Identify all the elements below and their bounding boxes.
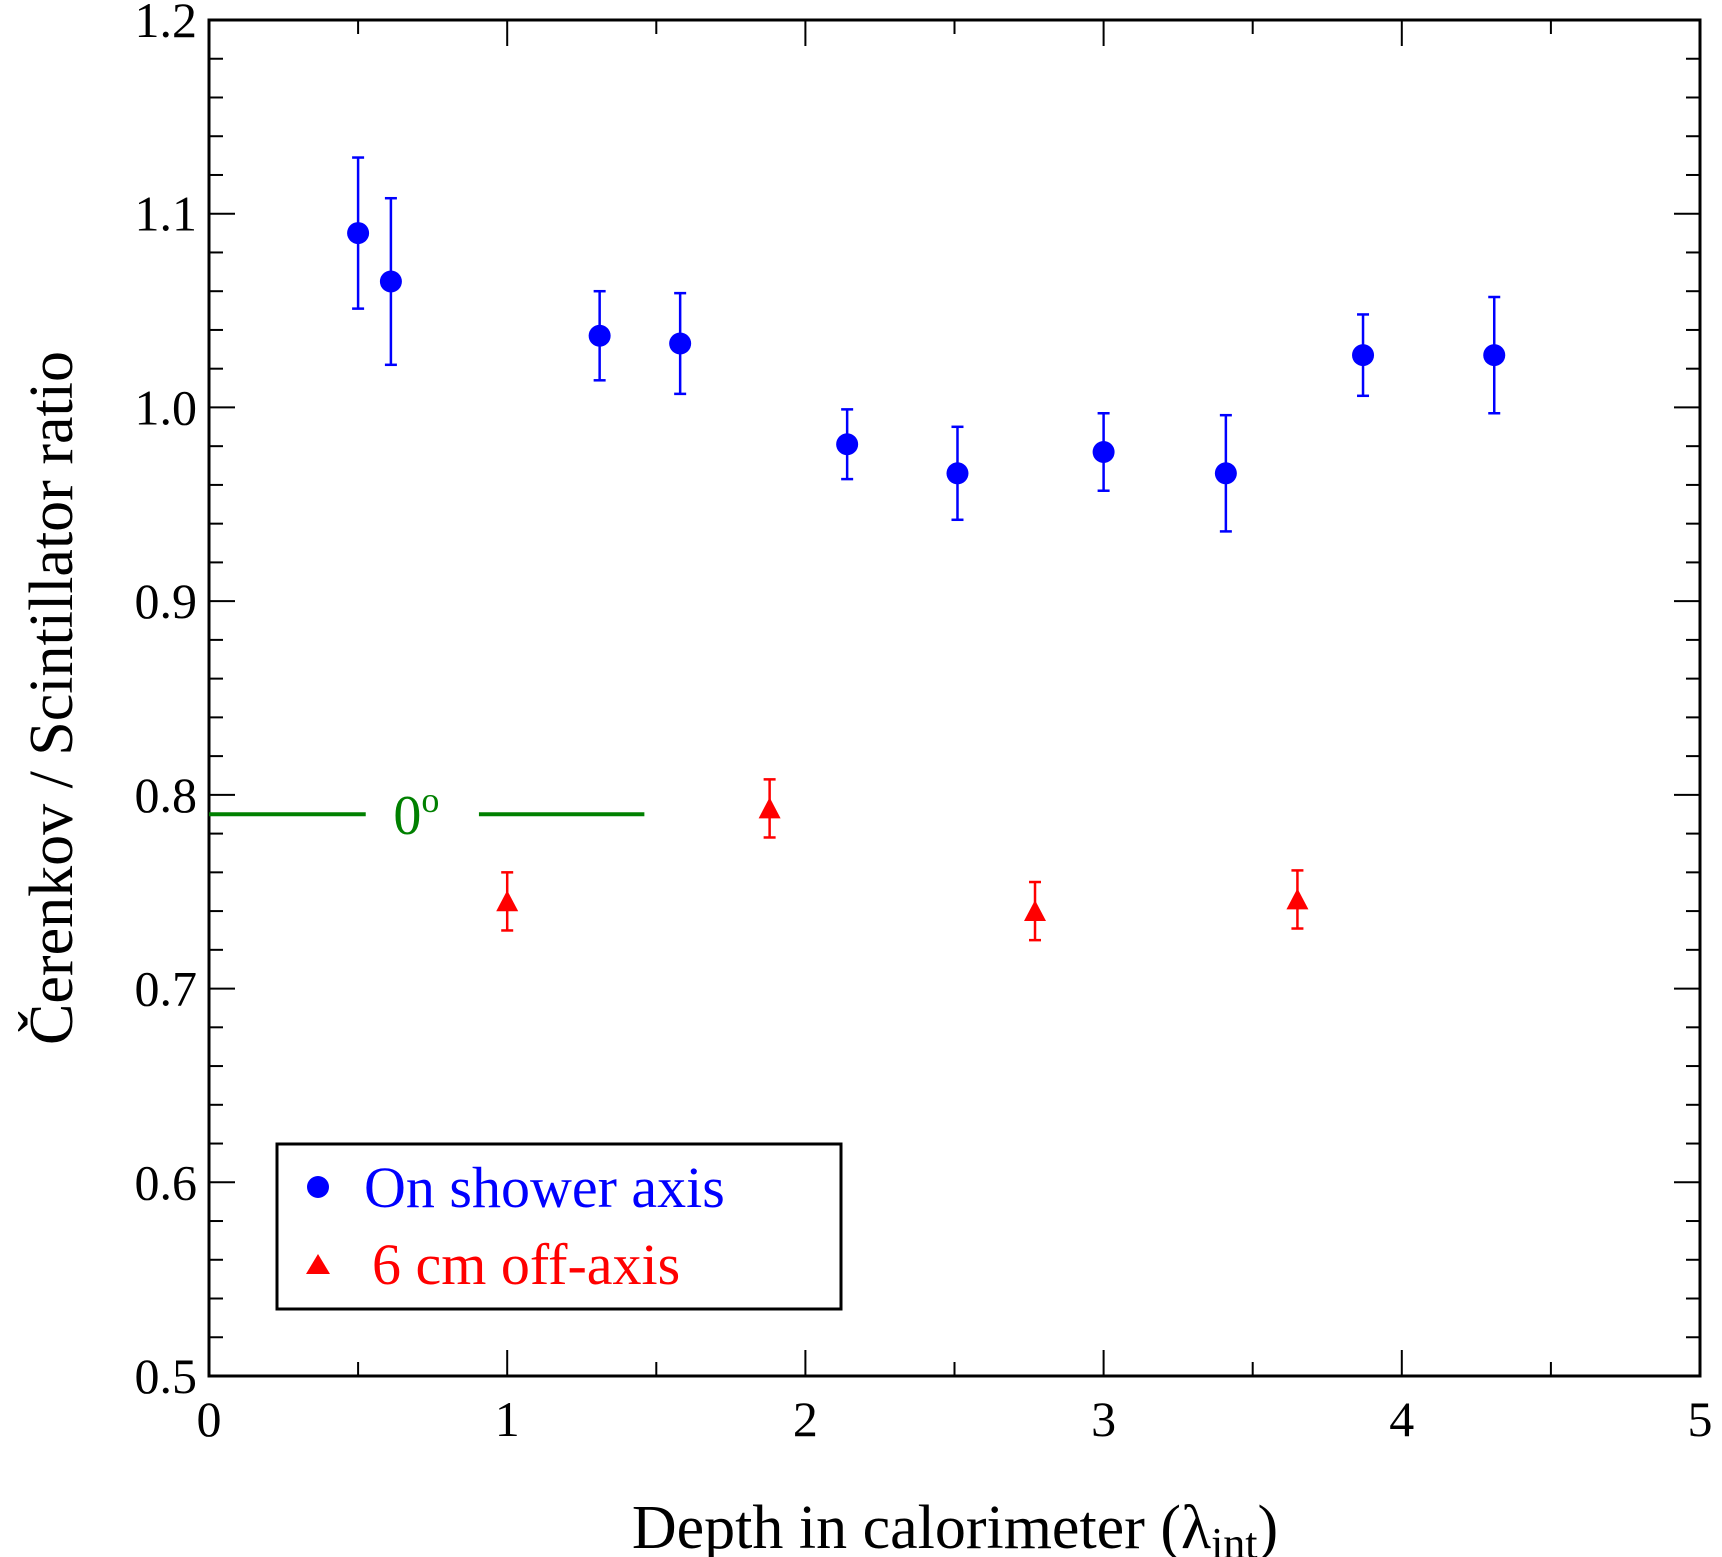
data-point-on-axis: [669, 332, 692, 355]
data-point-on-axis: [946, 462, 969, 485]
data-point-on-axis: [588, 324, 611, 347]
y-axis-title: Čerenkov / Scintillator ratio: [18, 351, 86, 1045]
y-tick-label: 0.6: [135, 1154, 198, 1210]
data-point-on-axis: [836, 433, 859, 456]
x-tick-label: 3: [1091, 1391, 1116, 1447]
data-point-on-axis: [1214, 462, 1237, 485]
x-tick-label: 5: [1688, 1391, 1713, 1447]
y-tick-label: 1.1: [135, 186, 198, 242]
axis-ticks: [208, 19, 1701, 1377]
x-axis-title: Depth in calorimeter (λint): [632, 1494, 1278, 1557]
y-tick-label: 0.8: [135, 767, 198, 823]
data-point-on-axis: [1092, 440, 1115, 463]
reference-line-label: 0o: [393, 780, 439, 847]
data-point-on-axis: [347, 222, 370, 245]
legend: On shower axis 6 cm off-axis: [275, 1142, 843, 1311]
x-tick-label: 1: [495, 1391, 520, 1447]
reference-line-group: 0o: [209, 780, 645, 847]
data-point-off-axis: [1024, 900, 1047, 921]
axis-tick-labels: 0 1 2 3 4 5 0.5 0.6 0.7 0.8 0.9 1.0 1.1 1.2: [135, 0, 1713, 1447]
data-point-on-axis: [1483, 344, 1506, 367]
data-point-on-axis: [379, 270, 402, 293]
x-tick-label: 4: [1389, 1391, 1414, 1447]
data-point-off-axis: [1286, 888, 1309, 910]
data-marks: [347, 156, 1506, 942]
y-tick-label: 0.9: [135, 573, 198, 629]
legend-box: [275, 1142, 843, 1311]
legend-label-off-axis: 6 cm off-axis: [372, 1232, 680, 1297]
y-tick-label: 1.2: [135, 0, 198, 48]
data-point-off-axis: [496, 890, 519, 912]
y-tick-label: 1.0: [135, 379, 198, 435]
legend-marker-off-axis: [306, 1254, 330, 1274]
legend-label-on-shower-axis: On shower axis: [364, 1155, 725, 1220]
data-point-on-axis: [1352, 344, 1375, 367]
x-tick-label: 0: [197, 1391, 222, 1447]
y-tick-label: 0.7: [135, 961, 198, 1017]
data-point-off-axis: [758, 797, 781, 819]
y-tick-label: 0.5: [135, 1348, 198, 1404]
x-tick-label: 2: [793, 1391, 818, 1447]
legend-marker-on-shower-axis: [307, 1176, 329, 1198]
